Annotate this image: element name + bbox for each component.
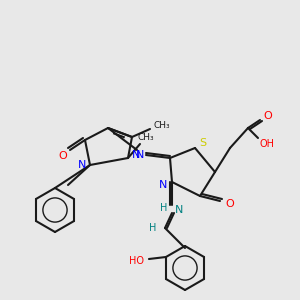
Text: N: N — [136, 150, 144, 160]
Text: HO: HO — [129, 256, 144, 266]
Text: O: O — [226, 199, 234, 209]
Text: N: N — [175, 205, 183, 215]
Text: N: N — [78, 160, 86, 170]
Text: N: N — [132, 150, 140, 160]
Text: H: H — [160, 203, 168, 213]
Text: CH₃: CH₃ — [154, 121, 170, 130]
Text: OH: OH — [260, 139, 274, 149]
Text: O: O — [58, 151, 68, 161]
Text: H: H — [149, 223, 157, 233]
Text: CH₃: CH₃ — [138, 134, 154, 142]
Text: O: O — [264, 111, 272, 121]
Text: S: S — [199, 138, 206, 148]
Text: N: N — [159, 180, 167, 190]
